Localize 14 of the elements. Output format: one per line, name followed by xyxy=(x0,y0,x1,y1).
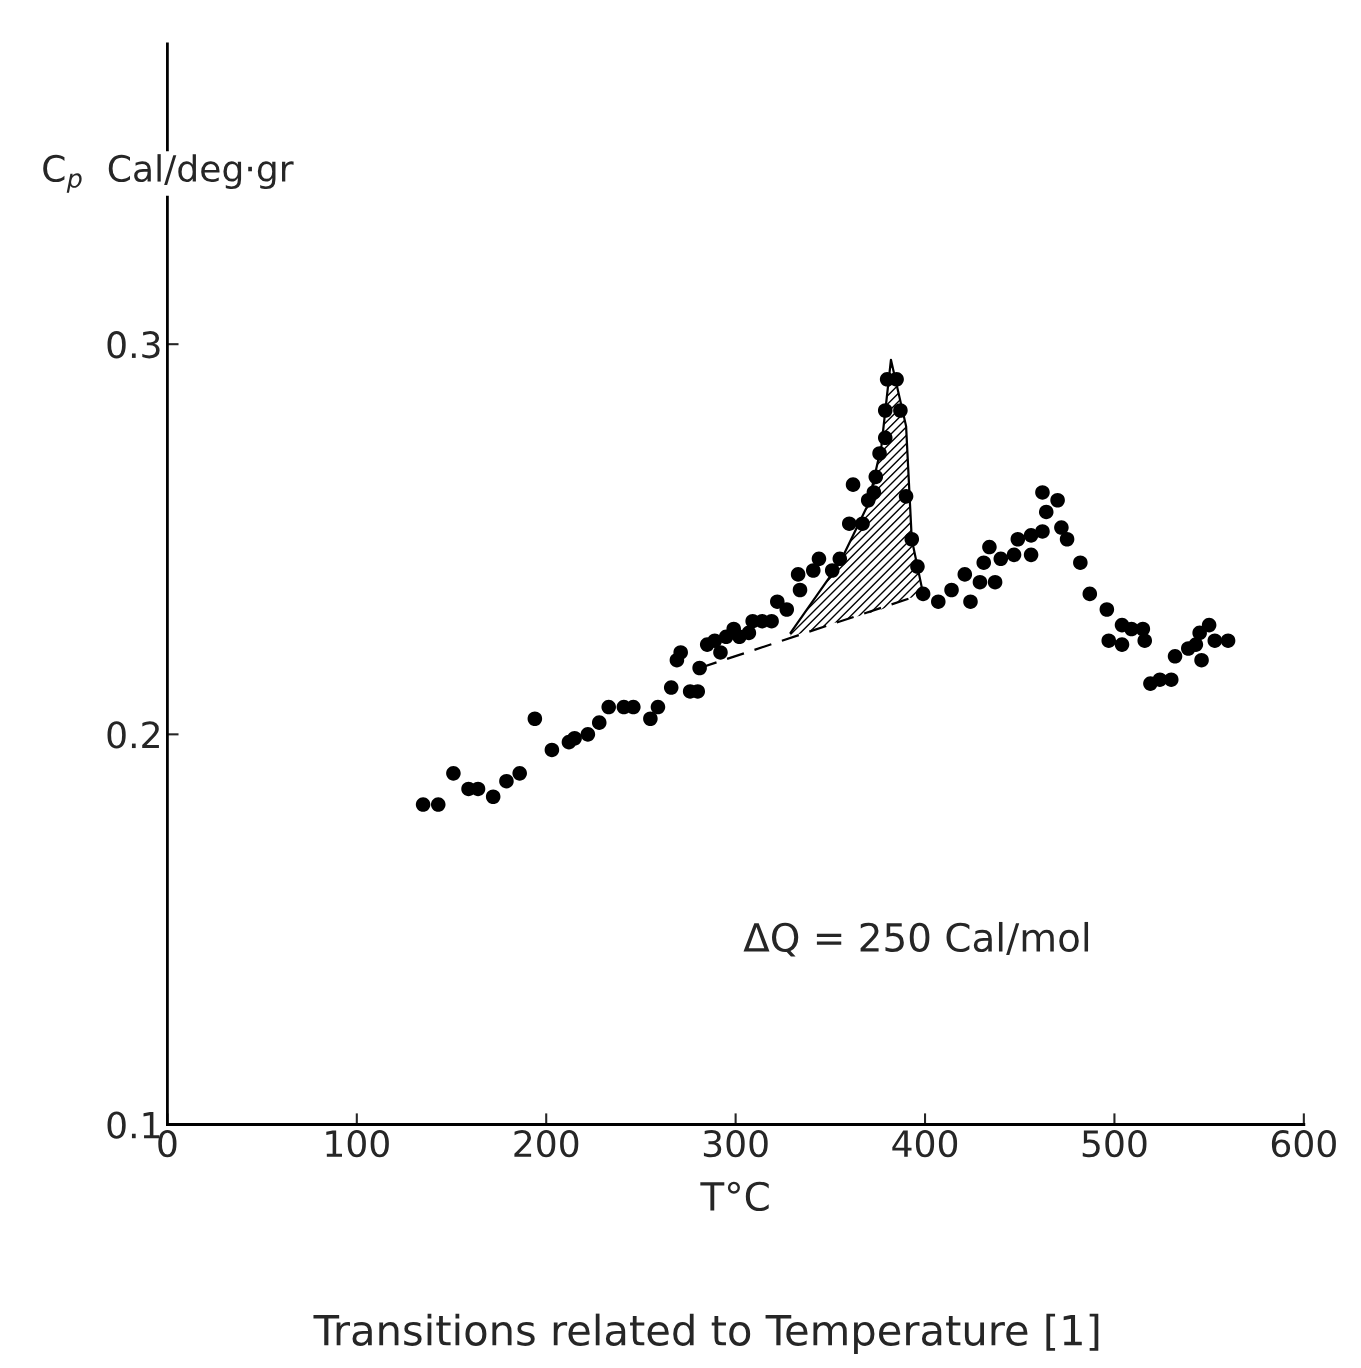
x-tick-label: 600 xyxy=(1271,1129,1336,1158)
y-tick-label: 0.1 xyxy=(107,1111,160,1139)
text: Transitions related to Temperature [1] xyxy=(313,1313,1099,1354)
y-tick-label: 0.2 xyxy=(107,721,159,749)
x-tick-label: 100 xyxy=(326,1129,389,1158)
x-axis-title: T°C xyxy=(700,1181,769,1212)
x-tick-label: 200 xyxy=(514,1129,579,1158)
x-tick-label: 300 xyxy=(703,1129,768,1158)
x-tick-label: 0 xyxy=(158,1129,177,1158)
y-tick-label: 0.3 xyxy=(107,331,160,359)
y-axis-title: C$_{p}$ Cal/deg·gr xyxy=(43,154,294,193)
x-tick-label: 400 xyxy=(892,1129,958,1158)
x-tick-label: 500 xyxy=(1082,1129,1147,1158)
annotation: ΔQ = 250 Cal/mol xyxy=(743,921,1089,957)
